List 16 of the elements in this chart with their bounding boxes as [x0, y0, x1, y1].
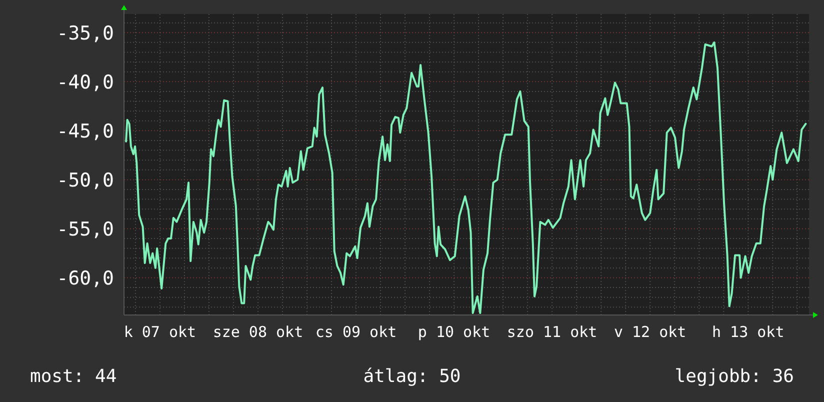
y-tick-label: -35,0 — [56, 22, 114, 44]
y-tick-label: -45,0 — [56, 120, 114, 142]
y-tick-label: -40,0 — [56, 71, 114, 94]
x-tick-label: v 12 okt — [614, 323, 686, 341]
text: átlag: 50 — [363, 366, 461, 387]
y-tick-label: -55,0 — [56, 218, 114, 240]
x-tick-label: p 10 okt — [418, 323, 490, 341]
x-tick-label: k 07 okt — [124, 323, 196, 341]
text: legjobb: 36 — [674, 366, 794, 387]
x-tick-label: h 13 okt — [712, 323, 784, 341]
y-tick-label: -50,0 — [56, 169, 114, 192]
x-tick-label: sze 08 okt — [212, 323, 304, 341]
text: most: 44 — [30, 366, 117, 387]
y-tick-label: -60,0 — [56, 267, 114, 290]
x-tick-label: cs 09 okt — [315, 323, 397, 341]
x-tick-label: szo 11 okt — [506, 323, 598, 341]
